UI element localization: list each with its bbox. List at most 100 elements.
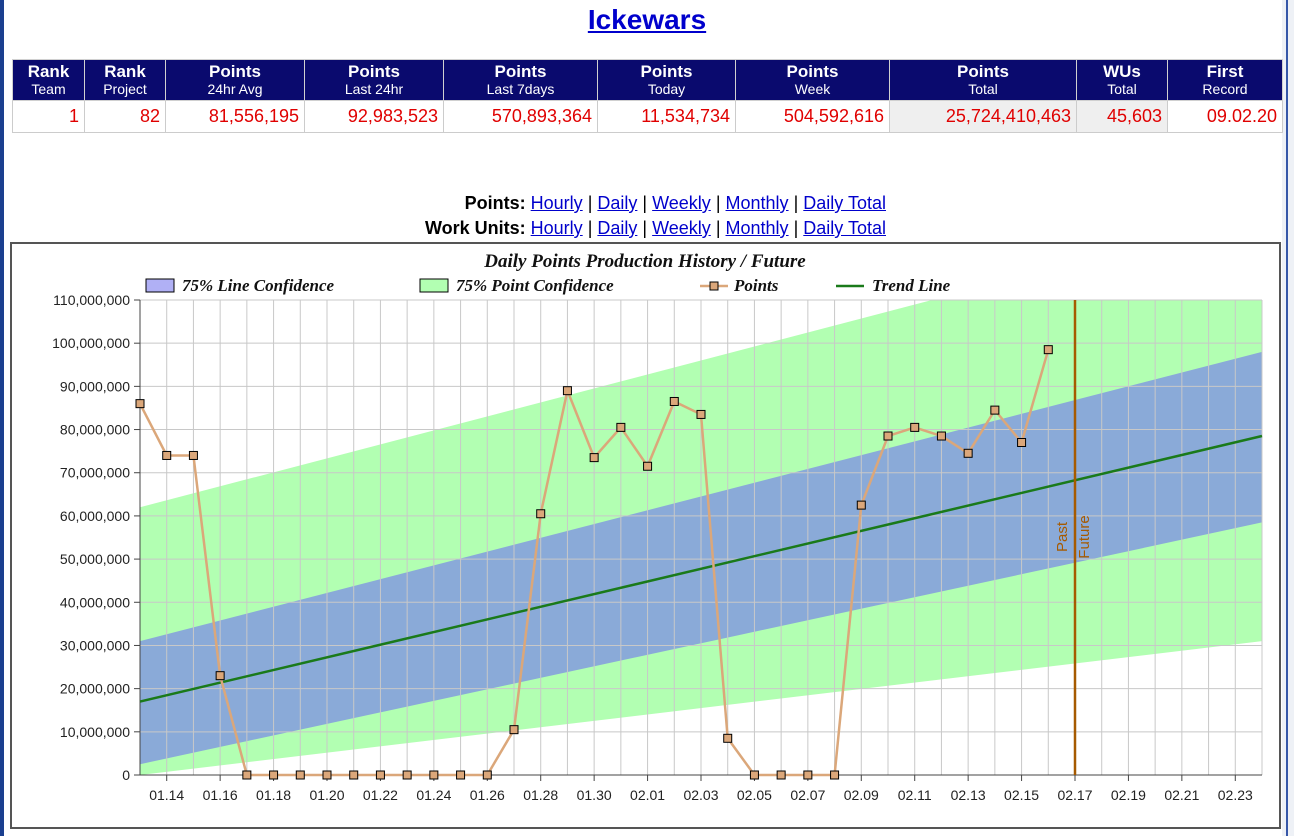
y-tick-label: 80,000,000 bbox=[60, 422, 130, 438]
header-wus-total: WUs Total bbox=[1076, 59, 1168, 101]
legend-swatch-point-confidence bbox=[419, 278, 449, 293]
daily-points-chart: 0 10,000,000 20,000,000 30,000,000 40,000,00… bbox=[10, 242, 1281, 829]
points-marker bbox=[215, 671, 225, 681]
x-tick-label: 02.17 bbox=[1057, 787, 1092, 803]
y-tick-label: 70,000,000 bbox=[60, 465, 130, 481]
link-separator: | bbox=[715, 218, 721, 238]
points-marker bbox=[990, 405, 1000, 415]
points-weekly-link[interactable]: Weekly bbox=[652, 193, 711, 213]
legend-swatch-line-confidence bbox=[145, 278, 175, 293]
x-tick-label: 02.01 bbox=[630, 787, 665, 803]
value-rank-project: 82 bbox=[84, 100, 166, 133]
future-label: Future bbox=[1076, 515, 1093, 558]
points-marker bbox=[803, 770, 813, 780]
x-tick-label: 02.11 bbox=[898, 787, 932, 803]
legend-label-point-confidence: 75% Point Confidence bbox=[456, 276, 614, 295]
window-frame-left bbox=[0, 0, 4, 836]
work-units-monthly-link[interactable]: Monthly bbox=[725, 218, 789, 238]
header-points-last-7days: Points Last 7days bbox=[443, 59, 598, 101]
x-tick-label: 02.09 bbox=[844, 787, 879, 803]
link-separator: | bbox=[642, 193, 648, 213]
points-marker bbox=[509, 725, 519, 735]
y-tick-label: 100,000,000 bbox=[52, 335, 130, 351]
points-marker bbox=[482, 770, 492, 780]
points-marker bbox=[723, 733, 733, 743]
points-marker bbox=[456, 770, 466, 780]
points-monthly-link[interactable]: Monthly bbox=[725, 193, 789, 213]
points-marker bbox=[349, 770, 359, 780]
stats-table: Rank Team Rank Project Points 24hr Avg Poin… bbox=[12, 59, 1283, 133]
points-hourly-link[interactable]: Hourly bbox=[530, 193, 583, 213]
x-tick-label: 01.16 bbox=[203, 787, 238, 803]
x-tick-label: 01.20 bbox=[309, 787, 344, 803]
points-marker bbox=[188, 450, 198, 460]
x-tick-label: 01.24 bbox=[416, 787, 451, 803]
points-marker bbox=[536, 509, 546, 519]
page-title-link[interactable]: Ickewars bbox=[587, 4, 707, 35]
points-marker bbox=[242, 770, 252, 780]
header-points-last-24hr: Points Last 24hr bbox=[304, 59, 444, 101]
link-separator: | bbox=[587, 218, 593, 238]
points-marker bbox=[562, 386, 572, 396]
legend-label-points: Points bbox=[733, 276, 779, 295]
work-units-hourly-link[interactable]: Hourly bbox=[530, 218, 583, 238]
x-tick-label: 01.26 bbox=[470, 787, 505, 803]
stats-header-row: Rank Team Rank Project Points 24hr Avg Poin… bbox=[12, 59, 1283, 101]
points-marker bbox=[616, 422, 626, 432]
scrollbar-edge bbox=[1286, 0, 1288, 836]
chart-title: Daily Points Production History / Future bbox=[483, 251, 806, 272]
y-tick-label: 90,000,000 bbox=[60, 378, 130, 394]
y-tick-label: 60,000,000 bbox=[60, 508, 130, 524]
x-tick-label: 02.03 bbox=[683, 787, 718, 803]
points-marker bbox=[883, 431, 893, 441]
points-marker bbox=[643, 461, 653, 471]
value-wus-total: 45,603 bbox=[1076, 100, 1168, 133]
points-marker bbox=[1043, 345, 1053, 355]
value-points-total: 25,724,410,463 bbox=[889, 100, 1077, 133]
value-first-record: 09.02.20 bbox=[1167, 100, 1283, 133]
points-links-label: Points: bbox=[464, 193, 526, 213]
points-marker bbox=[910, 422, 920, 432]
x-tick-label: 02.15 bbox=[1004, 787, 1039, 803]
y-tick-label: 30,000,000 bbox=[60, 637, 130, 653]
points-marker bbox=[135, 399, 145, 409]
x-tick-label: 01.30 bbox=[577, 787, 612, 803]
link-separator: | bbox=[715, 193, 721, 213]
header-rank-team: Rank Team bbox=[12, 59, 85, 101]
x-tick-label: 01.18 bbox=[256, 787, 291, 803]
link-separator: | bbox=[642, 218, 648, 238]
x-tick-label: 02.19 bbox=[1111, 787, 1146, 803]
points-marker bbox=[749, 770, 759, 780]
link-separator: | bbox=[793, 218, 799, 238]
points-links-row: Points: Hourly | Daily | Weekly | Monthl… bbox=[465, 193, 886, 214]
value-points-24hr-avg: 81,556,195 bbox=[165, 100, 305, 133]
x-tick-label: 01.22 bbox=[363, 787, 398, 803]
value-rank-team: 1 bbox=[12, 100, 85, 133]
points-marker bbox=[776, 770, 786, 780]
y-tick-label: 20,000,000 bbox=[60, 681, 130, 697]
points-marker bbox=[162, 450, 172, 460]
header-points-week: Points Week bbox=[735, 59, 890, 101]
x-tick-label: 02.23 bbox=[1218, 787, 1253, 803]
points-marker bbox=[269, 770, 279, 780]
y-tick-label: 40,000,000 bbox=[60, 594, 130, 610]
value-points-last-7days: 570,893,364 bbox=[443, 100, 598, 133]
points-daily-link[interactable]: Daily bbox=[597, 193, 638, 213]
work-units-weekly-link[interactable]: Weekly bbox=[652, 218, 711, 238]
y-tick-label: 10,000,000 bbox=[60, 724, 130, 740]
points-marker bbox=[589, 453, 599, 463]
scrollbar-track[interactable] bbox=[1282, 0, 1294, 836]
points-marker bbox=[936, 431, 946, 441]
points-marker bbox=[322, 770, 332, 780]
header-first-record: First Record bbox=[1167, 59, 1283, 101]
points-marker bbox=[429, 770, 439, 780]
points-marker bbox=[856, 500, 866, 510]
work-units-daily-total-link[interactable]: Daily Total bbox=[803, 218, 886, 238]
y-tick-label: 110,000,000 bbox=[53, 292, 130, 308]
points-marker bbox=[696, 409, 706, 419]
x-tick-label: 01.14 bbox=[149, 787, 184, 803]
work-units-daily-link[interactable]: Daily bbox=[597, 218, 638, 238]
points-marker bbox=[375, 770, 385, 780]
points-daily-total-link[interactable]: Daily Total bbox=[803, 193, 886, 213]
legend-label-line-confidence: 75% Line Confidence bbox=[182, 276, 334, 295]
